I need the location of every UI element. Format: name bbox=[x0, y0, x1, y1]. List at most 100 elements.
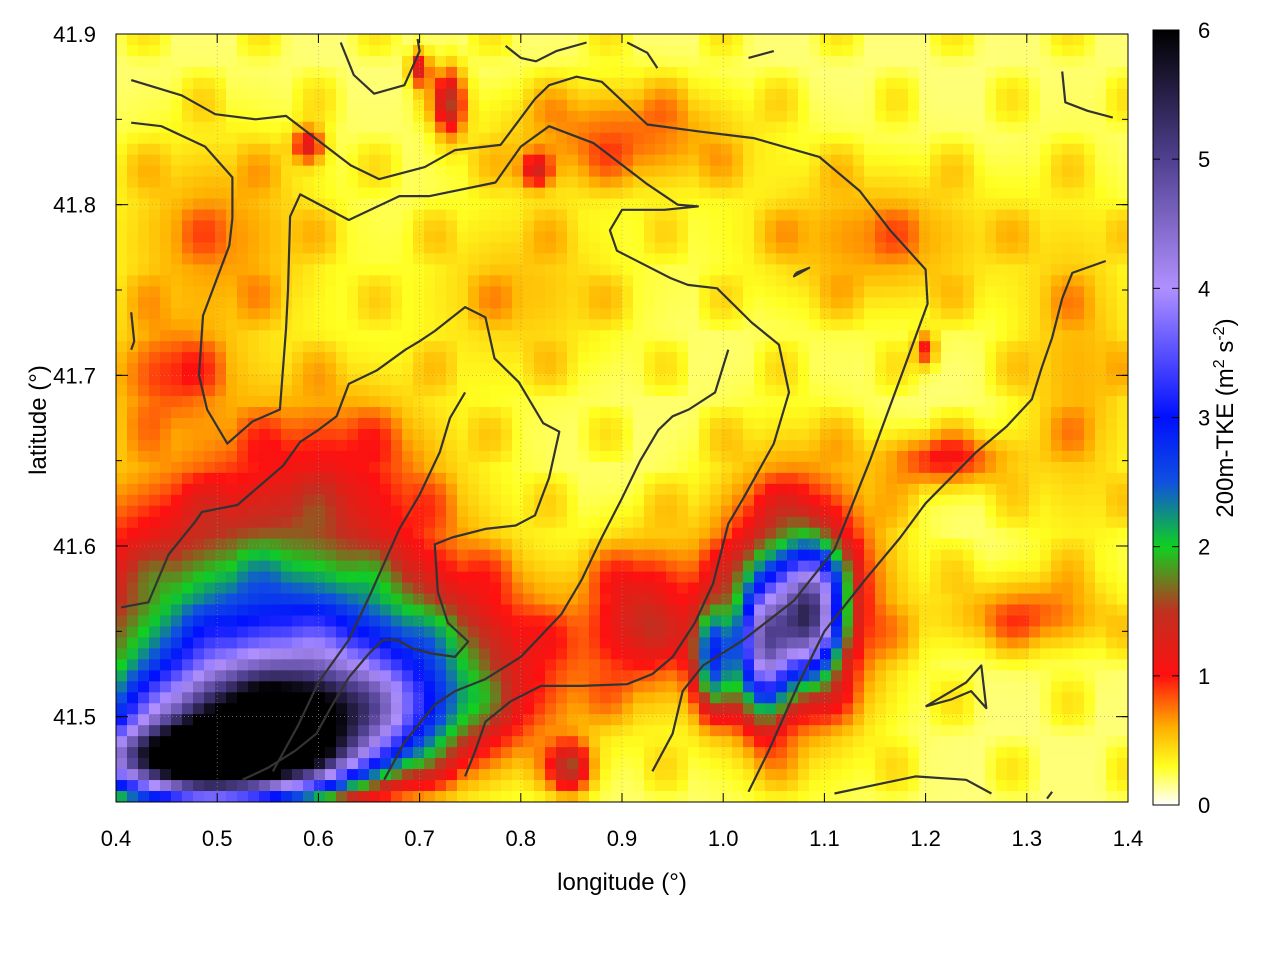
heatmap-cell bbox=[864, 209, 876, 222]
heatmap-cell bbox=[743, 450, 755, 463]
heatmap-cell bbox=[413, 374, 425, 386]
heatmap-cell bbox=[985, 308, 997, 320]
heatmap-cell bbox=[875, 99, 887, 112]
heatmap-cell bbox=[314, 428, 326, 441]
heatmap-cell bbox=[402, 439, 414, 452]
heatmap-cell bbox=[567, 363, 579, 375]
heatmap-cell bbox=[941, 330, 953, 342]
heatmap-cell bbox=[886, 494, 898, 507]
heatmap-cell bbox=[259, 264, 271, 276]
heatmap-cell bbox=[820, 132, 832, 145]
heatmap-cell bbox=[215, 308, 227, 320]
heatmap-cell bbox=[545, 472, 557, 485]
heatmap-cell bbox=[281, 209, 293, 222]
heatmap-cell bbox=[1106, 418, 1118, 430]
heatmap-cell bbox=[534, 516, 546, 529]
heatmap-cell bbox=[1062, 55, 1074, 68]
heatmap-cell bbox=[754, 44, 766, 57]
heatmap-cell bbox=[270, 549, 282, 562]
heatmap-cell bbox=[479, 352, 491, 364]
heatmap-cell bbox=[457, 439, 469, 452]
heatmap-cell bbox=[358, 439, 370, 452]
heatmap-cell bbox=[622, 516, 634, 529]
heatmap-cell bbox=[1051, 55, 1063, 68]
heatmap-cell bbox=[831, 242, 843, 255]
heatmap-cell bbox=[930, 494, 942, 507]
heatmap-cell bbox=[589, 505, 601, 518]
heatmap-cell bbox=[600, 516, 612, 529]
heatmap-cell bbox=[1040, 516, 1052, 529]
heatmap-cell bbox=[622, 439, 634, 452]
heatmap-cell bbox=[534, 428, 546, 441]
heatmap-cell bbox=[391, 461, 403, 474]
heatmap-cell bbox=[600, 604, 612, 617]
heatmap-cell bbox=[501, 132, 513, 145]
heatmap-cell bbox=[336, 494, 348, 507]
heatmap-cell bbox=[171, 34, 183, 46]
heatmap-cell bbox=[600, 44, 612, 57]
heatmap-cell bbox=[369, 505, 381, 518]
heatmap-cell bbox=[336, 461, 348, 474]
heatmap-cell bbox=[875, 330, 887, 342]
heatmap-cell bbox=[347, 253, 359, 265]
heatmap-cell bbox=[1106, 220, 1118, 233]
heatmap-cell bbox=[908, 428, 920, 441]
heatmap-cell bbox=[886, 198, 898, 211]
heatmap-cell bbox=[138, 407, 150, 419]
heatmap-cell bbox=[853, 198, 865, 211]
heatmap-cell bbox=[479, 571, 491, 584]
heatmap-cell bbox=[325, 319, 337, 331]
heatmap-cell bbox=[314, 143, 326, 156]
heatmap-cell bbox=[402, 66, 414, 79]
heatmap-cell bbox=[1040, 461, 1052, 474]
heatmap-cell bbox=[710, 308, 722, 320]
heatmap-cell bbox=[732, 352, 744, 364]
heatmap-cell bbox=[292, 396, 304, 408]
heatmap-cell bbox=[127, 132, 139, 145]
heatmap-cell bbox=[523, 297, 535, 309]
heatmap-cell bbox=[237, 352, 249, 364]
heatmap-cell bbox=[655, 604, 667, 617]
heatmap-cell bbox=[853, 461, 865, 474]
heatmap-cell bbox=[413, 165, 425, 178]
heatmap-cell bbox=[941, 176, 953, 189]
heatmap-cell bbox=[369, 132, 381, 145]
heatmap-cell bbox=[402, 571, 414, 584]
heatmap-cell bbox=[149, 66, 161, 79]
heatmap-cell bbox=[787, 132, 799, 145]
heatmap-cell bbox=[303, 374, 315, 386]
heatmap-cell bbox=[226, 242, 238, 255]
heatmap-cell bbox=[1095, 571, 1107, 584]
heatmap-cell bbox=[600, 55, 612, 68]
heatmap-cell bbox=[930, 220, 942, 233]
heatmap-cell bbox=[1029, 264, 1041, 276]
heatmap-cell bbox=[512, 472, 524, 485]
heatmap-cell bbox=[369, 44, 381, 57]
heatmap-cell bbox=[1073, 615, 1085, 628]
heatmap-cell bbox=[798, 516, 810, 529]
heatmap-cell bbox=[688, 428, 700, 441]
heatmap-cell bbox=[358, 308, 370, 320]
heatmap-cell bbox=[1029, 450, 1041, 463]
heatmap-cell bbox=[1007, 549, 1019, 562]
heatmap-cell bbox=[303, 461, 315, 474]
heatmap-cell bbox=[578, 615, 590, 628]
heatmap-cell bbox=[1095, 275, 1107, 287]
heatmap-cell bbox=[1084, 363, 1096, 375]
heatmap-cell bbox=[864, 55, 876, 68]
heatmap-cell bbox=[611, 253, 623, 265]
heatmap-cell bbox=[424, 253, 436, 265]
heatmap-cell bbox=[974, 593, 986, 606]
heatmap-cell bbox=[787, 385, 799, 397]
heatmap-cell bbox=[919, 604, 931, 617]
heatmap-cell bbox=[193, 418, 205, 430]
heatmap-cell bbox=[237, 297, 249, 309]
heatmap-cell bbox=[930, 483, 942, 496]
heatmap-cell bbox=[1051, 34, 1063, 46]
heatmap-cell bbox=[204, 330, 216, 342]
heatmap-cell bbox=[545, 396, 557, 408]
heatmap-cell bbox=[1029, 352, 1041, 364]
heatmap-cell bbox=[226, 154, 238, 167]
heatmap-cell bbox=[446, 209, 458, 222]
heatmap-cell bbox=[996, 132, 1008, 145]
